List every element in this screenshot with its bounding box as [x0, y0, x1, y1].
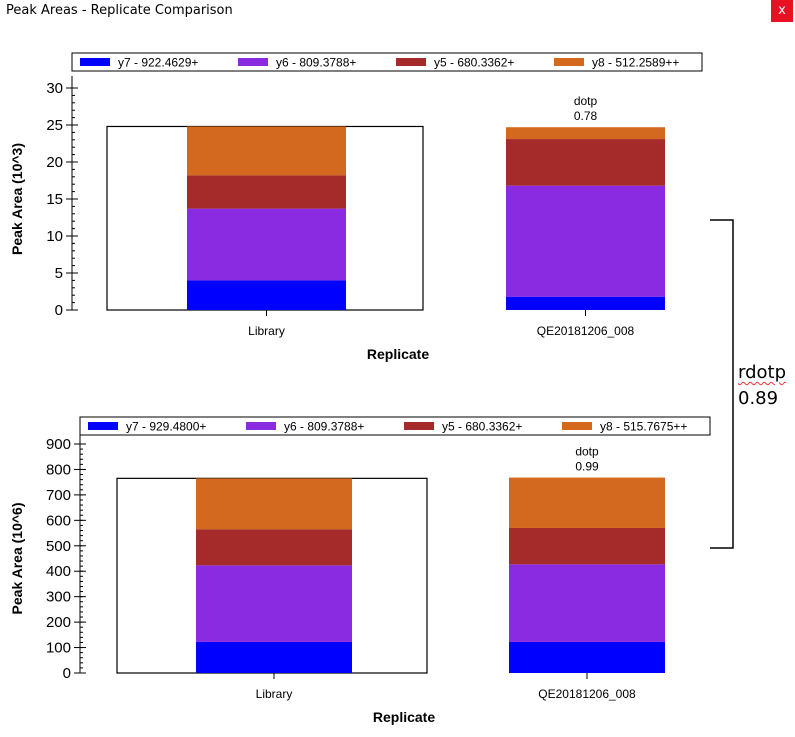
y-tick-label: 30	[46, 80, 63, 97]
y-tick-label: 900	[46, 436, 71, 453]
bar-segment	[187, 280, 346, 310]
legend-swatch	[396, 58, 426, 66]
legend-entry: y8 - 512.2589++	[592, 56, 679, 70]
bar-segment	[196, 529, 352, 566]
x-tick-label: Library	[256, 687, 293, 701]
legend-swatch	[404, 422, 434, 430]
legend-entry: y8 - 515.7675++	[600, 420, 687, 434]
close-button[interactable]: x	[771, 0, 793, 22]
y-tick-label: 300	[46, 589, 71, 606]
y-tick-label: 10	[46, 228, 63, 245]
bar-segment	[196, 565, 352, 642]
x-axis-label: Replicate	[373, 709, 435, 725]
legend: y7 - 922.4629+ y6 - 809.3788+ y5 - 680.336…	[71, 52, 703, 72]
bar-segment	[506, 127, 665, 140]
y-tick-label: 200	[46, 614, 71, 631]
legend-entry: y6 - 809.3788+	[276, 56, 356, 70]
bar-segment	[509, 527, 665, 565]
legend-swatch	[80, 58, 110, 66]
y-axis-label: Peak Area (10^6)	[9, 503, 25, 615]
y-tick-label: 600	[46, 512, 71, 529]
bar-segment	[506, 185, 665, 297]
legend-swatch	[238, 58, 268, 66]
peak-area-chart-bottom: y7 - 929.4800+ y6 - 809.3788+ y5 - 680.336…	[0, 367, 795, 732]
legend-swatch	[562, 422, 592, 430]
dotp-label: dotp	[574, 94, 598, 108]
bar-segment	[196, 478, 352, 530]
y-tick-label: 100	[46, 640, 71, 657]
y-tick-label: 20	[46, 154, 63, 171]
title-bar: Peak Areas - Replicate Comparison x	[0, 0, 795, 24]
y-tick-label: 0	[55, 302, 63, 319]
y-tick-label: 700	[46, 487, 71, 504]
dotp-label: dotp	[575, 445, 599, 459]
bar-segment	[506, 296, 665, 310]
y-tick-label: 500	[46, 538, 71, 555]
dotp-value: 0.99	[575, 460, 599, 474]
bar-segment	[509, 564, 665, 642]
window-title: Peak Areas - Replicate Comparison	[6, 3, 233, 18]
x-tick-label: QE20181206_008	[538, 687, 636, 701]
bar-segment	[196, 641, 352, 673]
bar-segment	[187, 208, 346, 281]
y-tick-label: 800	[46, 461, 71, 478]
y-tick-label: 25	[46, 117, 63, 134]
legend: y7 - 929.4800+ y6 - 809.3788+ y5 - 680.336…	[79, 416, 711, 436]
y-tick-label: 0	[63, 665, 71, 682]
y-tick-label: 15	[46, 191, 63, 208]
x-axis-label: Replicate	[367, 346, 429, 362]
legend-entry: y5 - 680.3362+	[442, 420, 522, 434]
peak-area-chart-top: y7 - 922.4629+ y6 - 809.3788+ y5 - 680.336…	[0, 0, 795, 365]
legend-entry: y5 - 680.3362+	[434, 56, 514, 70]
y-tick-label: 400	[46, 563, 71, 580]
chart-top-svg: y7 - 922.4629+ y6 - 809.3788+ y5 - 680.336…	[9, 52, 703, 362]
rdotp-label: rdotp	[738, 362, 787, 383]
legend-box	[71, 52, 703, 72]
rdotp-value: 0.89	[738, 388, 779, 409]
bar-segment	[506, 139, 665, 186]
legend-swatch	[246, 422, 276, 430]
y-tick-label: 5	[55, 265, 63, 282]
y-axis-label: Peak Area (10^3)	[9, 143, 25, 255]
bar-segment	[187, 175, 346, 209]
bar-segment	[509, 641, 665, 673]
legend-entry: y6 - 809.3788+	[284, 420, 364, 434]
chart-bottom-svg: y7 - 929.4800+ y6 - 809.3788+ y5 - 680.336…	[9, 416, 711, 725]
bar-segment	[187, 126, 346, 176]
x-tick-label: QE20181206_008	[537, 324, 635, 338]
legend-entry: y7 - 922.4629+	[118, 56, 198, 70]
x-tick-label: Library	[248, 324, 285, 338]
legend-entry: y7 - 929.4800+	[126, 420, 206, 434]
legend-swatch	[88, 422, 118, 430]
legend-box	[79, 416, 711, 436]
dotp-value: 0.78	[574, 109, 598, 123]
legend-swatch	[554, 58, 584, 66]
rdotp-bracket	[710, 219, 734, 549]
bar-segment	[509, 477, 665, 528]
